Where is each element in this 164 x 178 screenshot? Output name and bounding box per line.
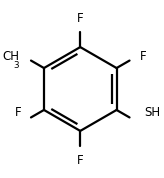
Text: F: F [139,50,146,63]
Text: F: F [77,154,84,167]
Text: 3: 3 [14,61,19,70]
Text: CH: CH [3,50,20,63]
Text: F: F [77,12,84,25]
Text: F: F [14,106,21,119]
Text: SH: SH [144,106,160,119]
